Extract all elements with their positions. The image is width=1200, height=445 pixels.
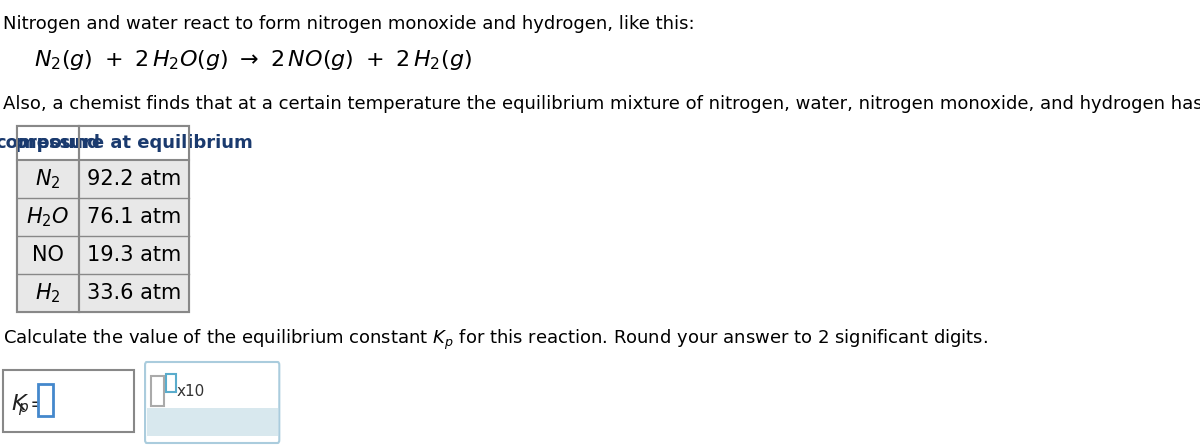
Bar — [17, 126, 190, 312]
Bar — [17, 126, 190, 160]
Text: 92.2 atm: 92.2 atm — [86, 169, 181, 189]
Text: $N_2(g)\ +\ 2\,H_2O(g)\ \rightarrow\ 2\,NO(g)\ +\ 2\,H_2(g)$: $N_2(g)\ +\ 2\,H_2O(g)\ \rightarrow\ 2\,… — [34, 48, 472, 72]
Text: NO: NO — [32, 245, 64, 265]
Bar — [2, 370, 133, 432]
Bar — [17, 274, 190, 312]
Text: $N_2$: $N_2$ — [35, 167, 60, 191]
Text: $H_2O$: $H_2O$ — [26, 205, 70, 229]
Bar — [17, 236, 190, 274]
Text: Also, a chemist finds that at a certain temperature the equilibrium mixture of n: Also, a chemist finds that at a certain … — [2, 95, 1200, 113]
Bar — [166, 374, 175, 392]
Bar — [17, 160, 190, 198]
Text: Nitrogen and water react to form nitrogen monoxide and hydrogen, like this:: Nitrogen and water react to form nitroge… — [2, 15, 695, 33]
Text: 76.1 atm: 76.1 atm — [86, 207, 181, 227]
Bar — [151, 376, 164, 406]
Text: =: = — [24, 395, 54, 413]
Text: $H_2$: $H_2$ — [35, 281, 60, 305]
Text: $K$: $K$ — [11, 394, 29, 414]
Bar — [146, 408, 277, 436]
Bar — [17, 198, 190, 236]
Text: compound: compound — [0, 134, 101, 152]
Text: 19.3 atm: 19.3 atm — [86, 245, 181, 265]
Text: 33.6 atm: 33.6 atm — [86, 283, 181, 303]
FancyBboxPatch shape — [145, 362, 280, 443]
Text: pressure at equilibrium: pressure at equilibrium — [16, 134, 253, 152]
Text: Calculate the value of the equilibrium constant $K_p$ for this reaction. Round y: Calculate the value of the equilibrium c… — [2, 328, 988, 352]
Text: $p$: $p$ — [18, 401, 29, 417]
Bar — [38, 384, 53, 416]
Text: x10: x10 — [176, 384, 205, 399]
Bar — [17, 126, 190, 312]
